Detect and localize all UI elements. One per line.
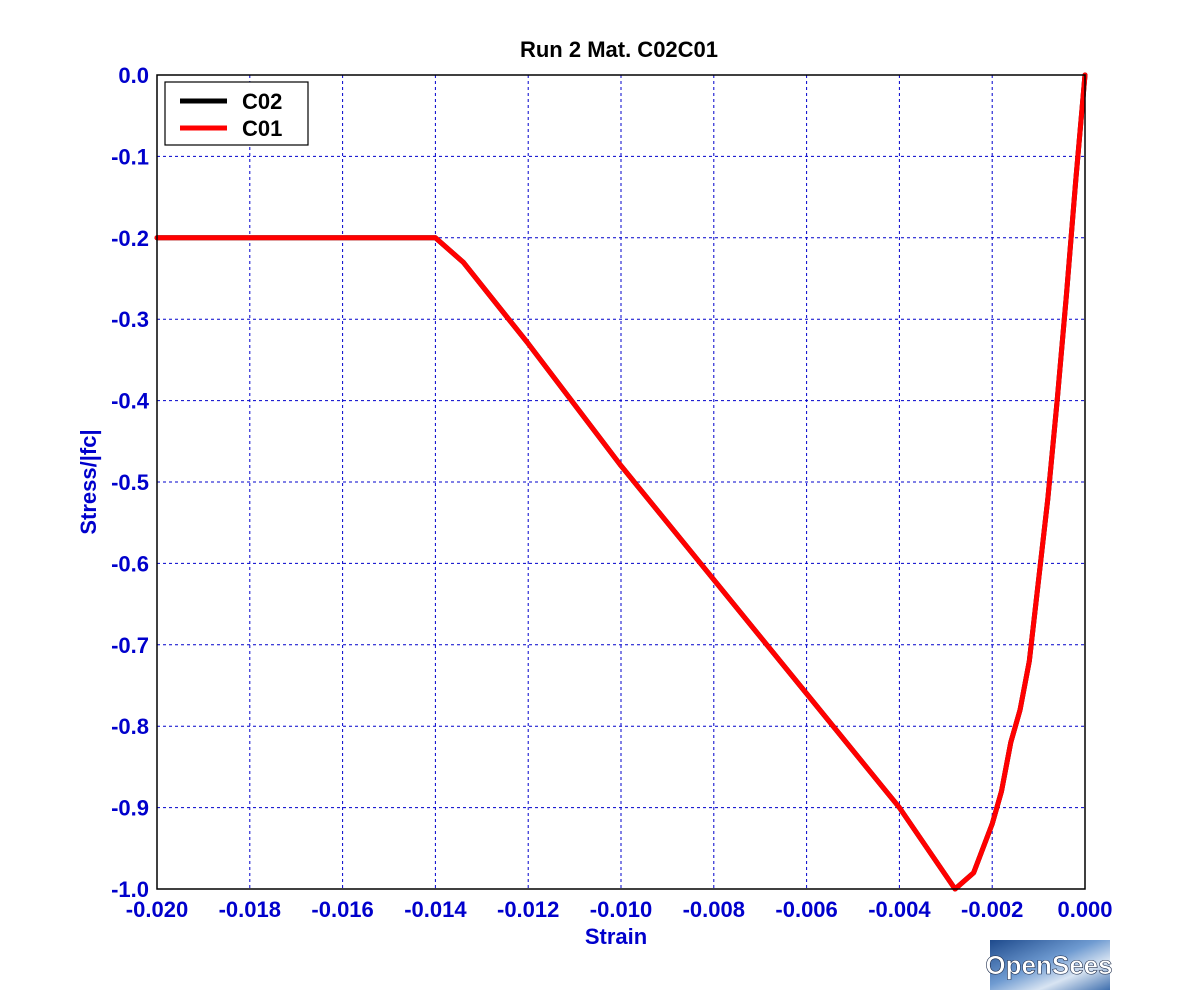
x-tick-label: 0.000 (1057, 897, 1112, 922)
series-line-c01 (154, 72, 1088, 892)
logo-background (990, 940, 1110, 990)
y-tick-label: -1.0 (111, 877, 149, 902)
grid (156, 74, 1086, 890)
x-tick-label: -0.002 (961, 897, 1023, 922)
x-axis-title: Strain (585, 924, 647, 949)
x-tick-label: -0.020 (126, 897, 188, 922)
x-tick-label: -0.004 (868, 897, 931, 922)
legend-label-c02: C02 (242, 89, 282, 114)
y-tick-label: -0.8 (111, 714, 149, 739)
plot-frame (156, 74, 1086, 890)
y-tick-label: -0.9 (111, 796, 149, 821)
legend-box (164, 81, 309, 146)
x-tick-label: -0.006 (775, 897, 837, 922)
x-tick-label: -0.018 (219, 897, 281, 922)
x-tick-label: -0.008 (683, 897, 745, 922)
y-tick-label: -0.7 (111, 633, 149, 658)
y-tick-label: -0.2 (111, 226, 149, 251)
y-tick-label: -0.6 (111, 551, 149, 576)
x-tick-label: -0.016 (311, 897, 373, 922)
y-axis-title: Stress/|fc| (76, 429, 101, 534)
y-tick-labels: 0.0 -0.1 -0.2 -0.3 -0.4 -0.5 -0.6 -0.7 -0.8 -0.9 -… (111, 63, 150, 902)
x-tick-labels: -0.020 -0.018 -0.016 -0.014 -0.012 -0.010 -0.0… (126, 897, 1113, 922)
chart-title: Run 2 Mat. C02C01 (520, 37, 718, 62)
logo-text: OpenSees (985, 950, 1112, 980)
legend: C02 C01 (164, 81, 309, 146)
legend-label-c01: C01 (242, 116, 282, 141)
y-tick-label: -0.5 (111, 470, 149, 495)
x-tick-label: -0.014 (404, 897, 467, 922)
x-tick-label: -0.010 (590, 897, 652, 922)
y-tick-label: -0.4 (111, 389, 150, 414)
y-tick-label: 0.0 (118, 63, 149, 88)
y-tick-label: -0.1 (111, 144, 149, 169)
series-lines (154, 72, 1088, 892)
opensees-logo: OpenSees (985, 940, 1113, 990)
x-tick-label: -0.012 (497, 897, 559, 922)
y-tick-label: -0.3 (111, 307, 149, 332)
